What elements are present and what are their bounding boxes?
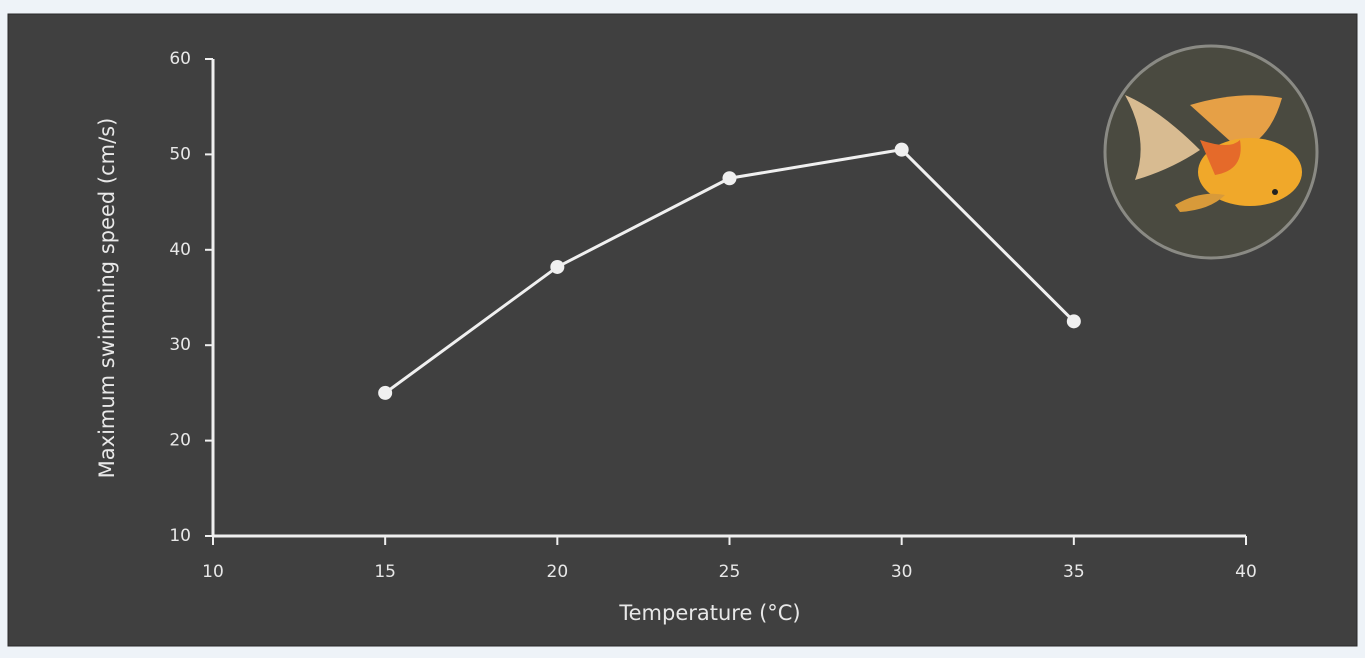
point (550, 259, 565, 274)
point (722, 171, 737, 186)
point (894, 142, 909, 157)
x-axis-title: Temperature (°C) (618, 601, 800, 625)
x-tick-label: 25 (719, 562, 741, 582)
x-tick-label: 35 (1063, 562, 1085, 582)
y-tick-label: 40 (169, 240, 191, 260)
goldfish-icon (1103, 44, 1319, 260)
x-tick-label: 40 (1235, 562, 1257, 582)
y-tick-label: 60 (169, 49, 191, 69)
y-tick-label: 10 (169, 526, 191, 546)
y-tick-label: 50 (169, 144, 191, 164)
y-tick-label: 30 (169, 335, 191, 355)
y-axis-title: Maximum swimming speed (cm/s) (95, 118, 119, 479)
x-tick-label: 15 (374, 562, 396, 582)
x-tick-label: 10 (202, 562, 224, 582)
y-tick-label: 20 (169, 431, 191, 451)
point (1066, 314, 1081, 329)
x-tick-label: 30 (891, 562, 913, 582)
point (378, 385, 393, 400)
x-tick-label: 20 (547, 562, 569, 582)
